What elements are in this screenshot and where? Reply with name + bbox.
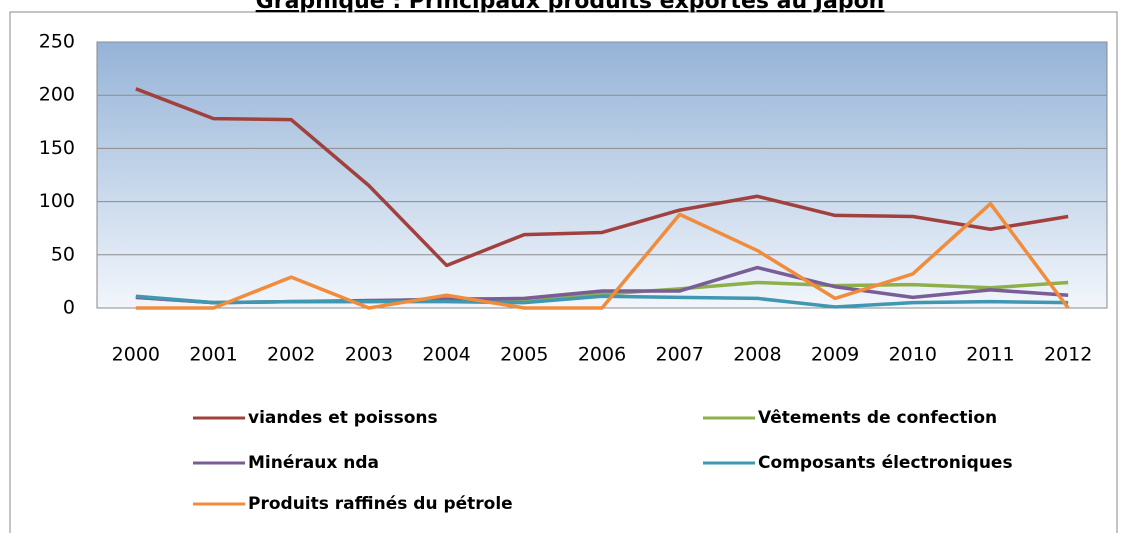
legend-label: Composants électroniques: [758, 453, 1013, 473]
x-tick-label: 2011: [966, 344, 1014, 366]
y-tick-label: 150: [39, 137, 75, 159]
x-tick-label: 2012: [1044, 344, 1092, 366]
chart-frame: [9, 11, 1118, 533]
legend-label: viandes et poissons: [248, 408, 438, 428]
x-tick-label: 2002: [267, 344, 315, 366]
y-tick-label: 100: [39, 190, 75, 212]
legend-label: Produits raffinés du pétrole: [248, 494, 513, 514]
legend-label: Vêtements de confection: [758, 408, 997, 428]
x-tick-label: 2001: [189, 344, 237, 366]
x-tick-label: 2004: [422, 344, 470, 366]
x-tick-label: 2000: [112, 344, 160, 366]
x-tick-label: 2007: [656, 344, 704, 366]
x-tick-label: 2009: [811, 344, 859, 366]
legend-label: Minéraux nda: [248, 453, 379, 473]
series-line: [135, 201, 1070, 310]
y-tick-label: 200: [39, 84, 75, 106]
x-tick-label: 2010: [889, 344, 937, 366]
y-tick-label: 50: [51, 243, 75, 265]
y-tick-label: 0: [63, 297, 75, 319]
chart-title: Graphique : Principaux produits exportés…: [256, 0, 885, 14]
series-line: [135, 294, 1069, 309]
y-tick-label: 250: [39, 31, 75, 53]
x-tick-label: 2003: [345, 344, 393, 366]
x-tick-label: 2006: [578, 344, 626, 366]
series-line: [135, 87, 1069, 268]
plot-area: [96, 41, 1108, 309]
x-tick-label: 2005: [500, 344, 548, 366]
x-tick-label: 2008: [733, 344, 781, 366]
